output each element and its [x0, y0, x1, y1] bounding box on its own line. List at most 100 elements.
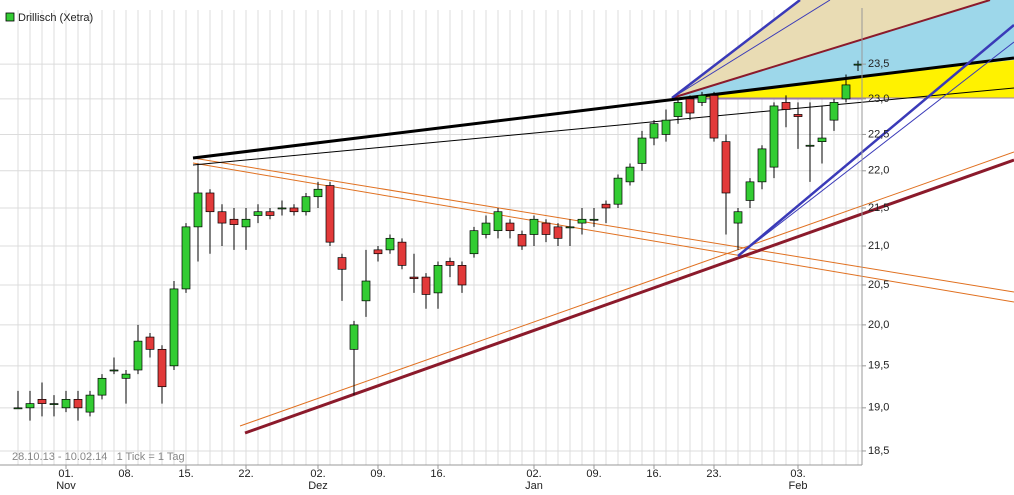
y-tick-label: 23,5 [868, 58, 889, 70]
candle-body [61, 398, 71, 409]
candle-body [241, 218, 251, 228]
x-month-label: Feb [789, 480, 808, 492]
candle-body [817, 137, 827, 142]
x-month-label: Jan [525, 480, 543, 492]
candle-body [601, 203, 611, 209]
candle-body [49, 403, 59, 405]
candle-body [325, 185, 335, 243]
candle-body [721, 141, 731, 194]
trend-line [737, 24, 1014, 257]
candle-body [613, 177, 623, 205]
trend-line [192, 157, 1014, 293]
x-month-label: Dez [308, 480, 328, 492]
candle-body [841, 84, 851, 100]
candle-body [397, 241, 407, 266]
candle-body [829, 102, 839, 121]
candle-body [541, 222, 551, 235]
candle-body [709, 95, 719, 139]
trend-line [244, 158, 1014, 435]
y-tick-label: 19,5 [868, 360, 889, 372]
x-tick-label: 09. [370, 468, 385, 480]
candle-body [181, 226, 191, 290]
candle-body [157, 348, 167, 388]
candle-body [337, 257, 347, 270]
candle-body [565, 226, 575, 229]
x-tick-label: 09. [586, 468, 601, 480]
candle-body [301, 196, 311, 213]
candle-body [553, 226, 563, 239]
x-month-label: Nov [56, 480, 76, 492]
x-tick-label: 02. [526, 468, 541, 480]
candle-body [265, 211, 275, 216]
candle-body [409, 276, 419, 280]
candle-body [25, 403, 35, 409]
legend-label: Drillisch (Xetra) [18, 12, 93, 24]
candle-body [349, 324, 359, 350]
trend-line [737, 41, 1014, 257]
candle-body [445, 261, 455, 266]
trend-line [671, 0, 801, 99]
candle-body [13, 407, 23, 410]
y-tick-label: 21,0 [868, 240, 889, 252]
y-tick-label: 20,5 [868, 279, 889, 291]
candle-body [673, 102, 683, 117]
candle-body [793, 114, 803, 117]
candle-body [685, 98, 695, 114]
fan-area [672, 0, 1014, 98]
candle-body [37, 398, 47, 404]
x-tick-label: 15. [178, 468, 193, 480]
candle-body [289, 207, 299, 213]
x-tick-label: 16. [430, 468, 445, 480]
candle-body [745, 181, 755, 201]
x-tick-label: 01. [58, 468, 73, 480]
y-tick-label: 20,0 [868, 319, 889, 331]
candle-body [169, 288, 179, 367]
candle-body [781, 102, 791, 110]
candle-body [853, 63, 863, 66]
candle-body [505, 222, 515, 232]
candle-body [253, 211, 263, 216]
candle-body [109, 369, 119, 372]
footer: 28.10.13 - 10.02.14 1 Tick = 1 Tag [12, 451, 185, 463]
x-tick-label: 23. [706, 468, 721, 480]
candle-body [193, 192, 203, 228]
candle-body [229, 218, 239, 225]
candle-body [481, 222, 491, 235]
candle-body [697, 95, 707, 103]
candle-body [97, 377, 107, 396]
y-tick-label: 23,0 [868, 93, 889, 105]
candle-body [589, 218, 599, 221]
trend-line [192, 87, 1014, 166]
candle-body [85, 394, 95, 413]
x-tick-label: 22. [238, 468, 253, 480]
trend-line [671, 0, 991, 99]
candle-body [529, 218, 539, 235]
candle-body [493, 211, 503, 232]
trend-line [239, 151, 1014, 427]
candle-body [277, 207, 287, 210]
trend-line [192, 56, 1014, 160]
trend-lines [192, 0, 1014, 435]
y-tick-label: 22,5 [868, 128, 889, 140]
candle-body [133, 340, 143, 371]
candle-body [313, 188, 323, 198]
x-tick-label: 02. [310, 468, 325, 480]
trend-line [671, 0, 831, 99]
candle-body [625, 166, 635, 183]
candle-body [649, 123, 659, 139]
candle-body [217, 211, 227, 224]
candle-body [769, 105, 779, 168]
candle-body [733, 211, 743, 224]
candle-body [517, 234, 527, 247]
y-tick-label: 18,5 [868, 445, 889, 457]
candle-body [373, 249, 383, 255]
y-tick-label: 19,0 [868, 402, 889, 414]
legend-swatch [5, 12, 15, 22]
candle-body [757, 148, 767, 183]
candle-body [73, 398, 83, 409]
candles [13, 60, 863, 421]
candle-body [805, 144, 815, 147]
candle-body [469, 230, 479, 255]
x-tick-label: 03. [790, 468, 805, 480]
